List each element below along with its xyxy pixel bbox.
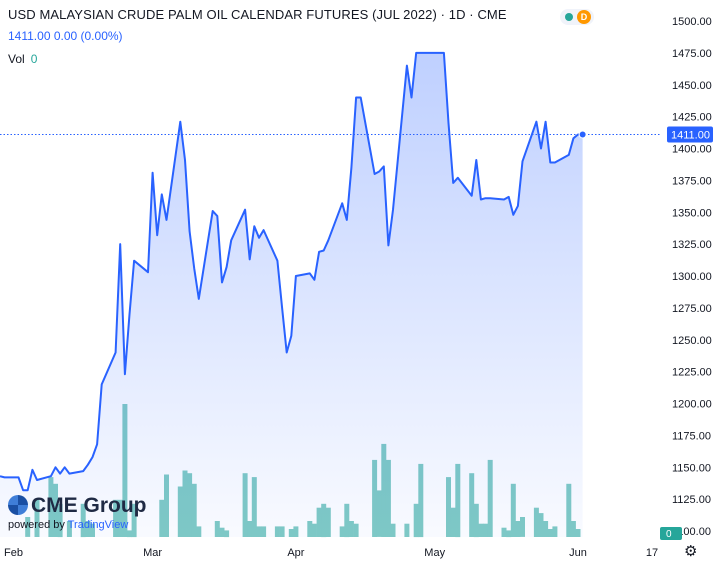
y-tick-label: 1500.00 — [672, 16, 712, 28]
volume-legend-label: Vol — [8, 52, 25, 66]
y-tick-label: 1250.00 — [672, 335, 712, 347]
y-tick-label: 1275.00 — [672, 303, 712, 315]
market-open-icon — [565, 13, 573, 21]
logo-text: CME Group — [31, 494, 147, 517]
volume-tag: 0 — [660, 527, 682, 540]
price-change-readout: 1411.00 0.00 (0.00%) — [8, 29, 123, 43]
gear-icon[interactable]: ⚙ — [684, 543, 698, 560]
y-tick-label: 1375.00 — [672, 175, 712, 187]
x-tick-label: 17 — [646, 547, 658, 559]
y-tick-label: 1300.00 — [672, 271, 712, 283]
y-tick-label: 1350.00 — [672, 207, 712, 219]
volume-tag-label: 0 — [666, 529, 672, 540]
y-tick-label: 1200.00 — [672, 399, 712, 411]
last-price-label: 1411.00 — [671, 130, 710, 142]
cme-globe-icon — [8, 495, 28, 515]
last-price-tag: 1411.00 — [667, 126, 713, 143]
last-price-marker — [578, 130, 587, 139]
y-tick-label: 1175.00 — [672, 430, 711, 442]
x-tick-label: Feb — [4, 547, 23, 559]
y-tick-label: 1475.00 — [672, 48, 712, 60]
y-tick-label: 1450.00 — [672, 80, 712, 92]
x-tick-label: May — [424, 547, 445, 559]
cme-group-logo[interactable]: CME Group powered by TradingView — [8, 495, 147, 531]
price-axis[interactable]: 1100.001125.001150.001175.001200.001225.… — [672, 16, 712, 538]
powered-by[interactable]: powered by TradingView — [8, 519, 129, 531]
volume-legend[interactable]: Vol 0 — [8, 52, 37, 66]
time-axis[interactable]: Feb Mar Apr May Jun 17 — [4, 547, 658, 559]
price-area-fill — [0, 52, 583, 538]
y-tick-label: 1225.00 — [672, 367, 712, 379]
delayed-data-badge[interactable]: D — [577, 10, 591, 24]
y-tick-label: 1425.00 — [672, 112, 712, 124]
x-tick-label: Mar — [143, 547, 162, 559]
y-tick-label: 1150.00 — [672, 462, 711, 474]
symbol-title[interactable]: USD MALAYSIAN CRUDE PALM OIL CALENDAR FU… — [8, 7, 507, 22]
volume-legend-value: 0 — [30, 52, 38, 66]
x-tick-label: Jun — [569, 547, 587, 559]
price-line — [0, 51, 583, 492]
y-tick-label: 1400.00 — [672, 144, 712, 156]
tradingview-link[interactable]: TradingView — [67, 519, 129, 531]
y-tick-label: 1125.00 — [672, 494, 711, 506]
market-status[interactable]: D — [560, 9, 594, 25]
y-tick-label: 1325.00 — [672, 239, 712, 251]
x-tick-label: Apr — [287, 547, 304, 559]
